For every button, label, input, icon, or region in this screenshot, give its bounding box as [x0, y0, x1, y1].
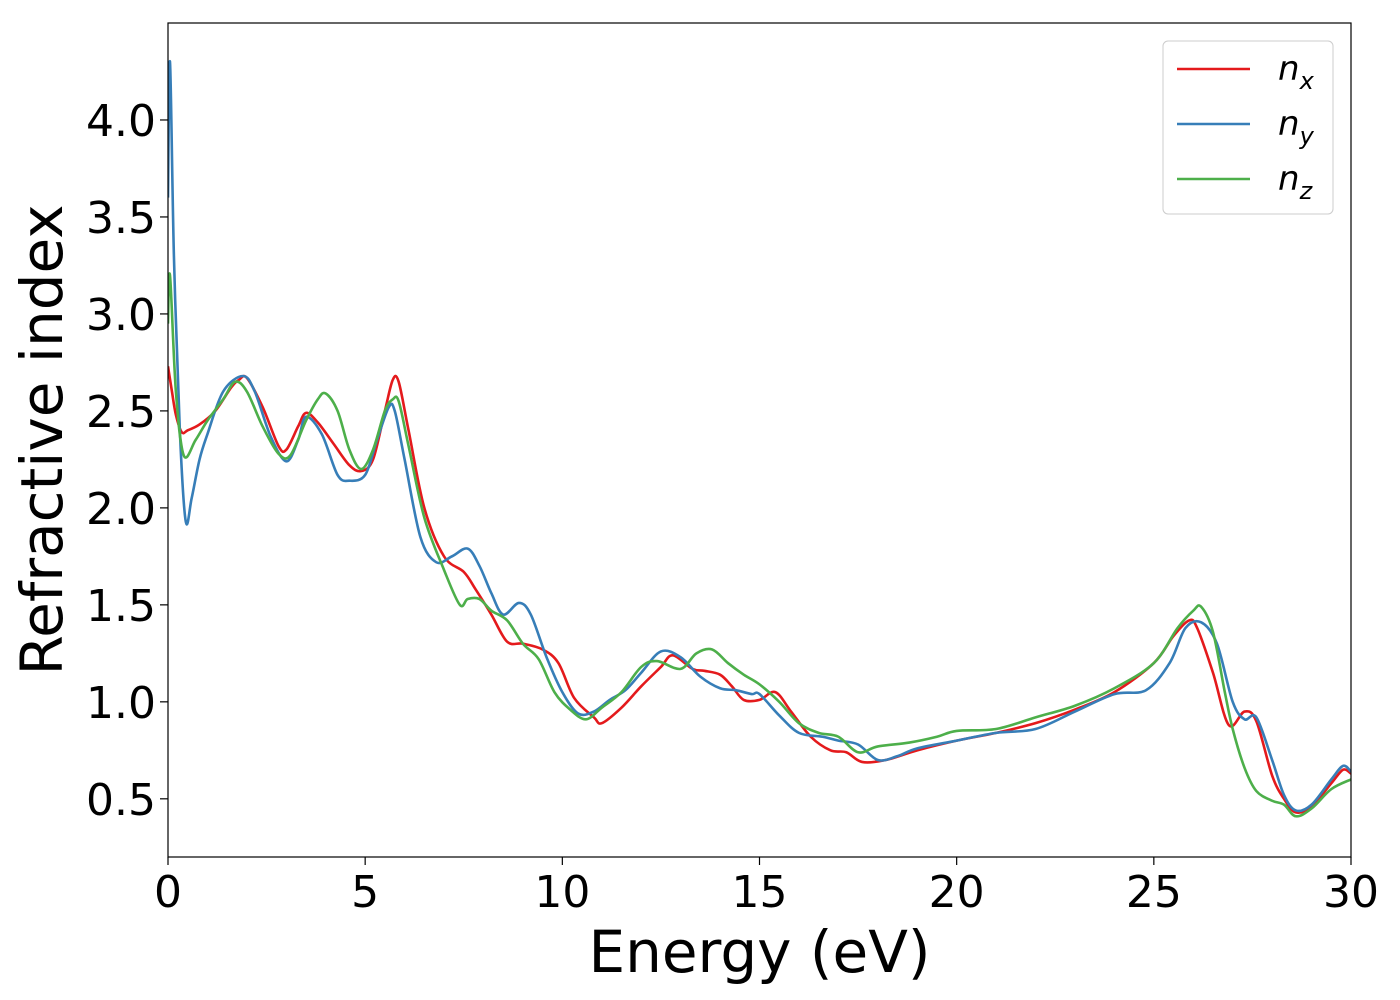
x-tick-label: 0 — [154, 867, 182, 918]
legend-label-base: n — [1278, 159, 1300, 199]
legend-label-nz: nz — [1278, 159, 1314, 205]
y-tick-label: 3.0 — [86, 290, 156, 341]
x-axis-title: Energy (eV) — [588, 918, 930, 986]
y-tick-label: 4.0 — [86, 96, 156, 147]
y-tick-label: 1.0 — [86, 678, 156, 729]
x-tick-label: 5 — [351, 867, 379, 918]
x-tick-label: 30 — [1323, 867, 1379, 918]
y-axis: 0.5 1.0 1.5 2.0 2.5 3.0 3.5 4.0 — [86, 96, 168, 826]
legend-label-base: n — [1278, 104, 1300, 144]
x-axis: 0 5 10 15 20 25 30 — [154, 857, 1379, 918]
y-tick-label: 2.5 — [86, 387, 156, 438]
legend-label-nx: nx — [1278, 49, 1315, 95]
y-tick-label: 0.5 — [86, 775, 156, 826]
legend-label-subscript: z — [1299, 177, 1314, 205]
legend-label-subscript: y — [1299, 122, 1315, 150]
series-line-nz — [168, 272, 1351, 818]
y-tick-label: 2.0 — [86, 484, 156, 535]
x-tick-label: 25 — [1126, 867, 1182, 918]
y-tick-label: 3.5 — [86, 193, 156, 244]
series-layer — [168, 60, 1351, 818]
legend-box — [1162, 40, 1334, 215]
legend-label-subscript: x — [1299, 67, 1315, 95]
legend-label-base: n — [1278, 49, 1300, 89]
series-line-nx — [168, 366, 1351, 815]
legend-label-ny: ny — [1278, 104, 1315, 150]
y-tick-label: 1.5 — [86, 581, 156, 632]
x-tick-label: 20 — [929, 867, 985, 918]
y-axis-title: Refractive index — [8, 204, 76, 675]
x-tick-label: 10 — [534, 867, 590, 918]
x-tick-label: 15 — [732, 867, 788, 918]
